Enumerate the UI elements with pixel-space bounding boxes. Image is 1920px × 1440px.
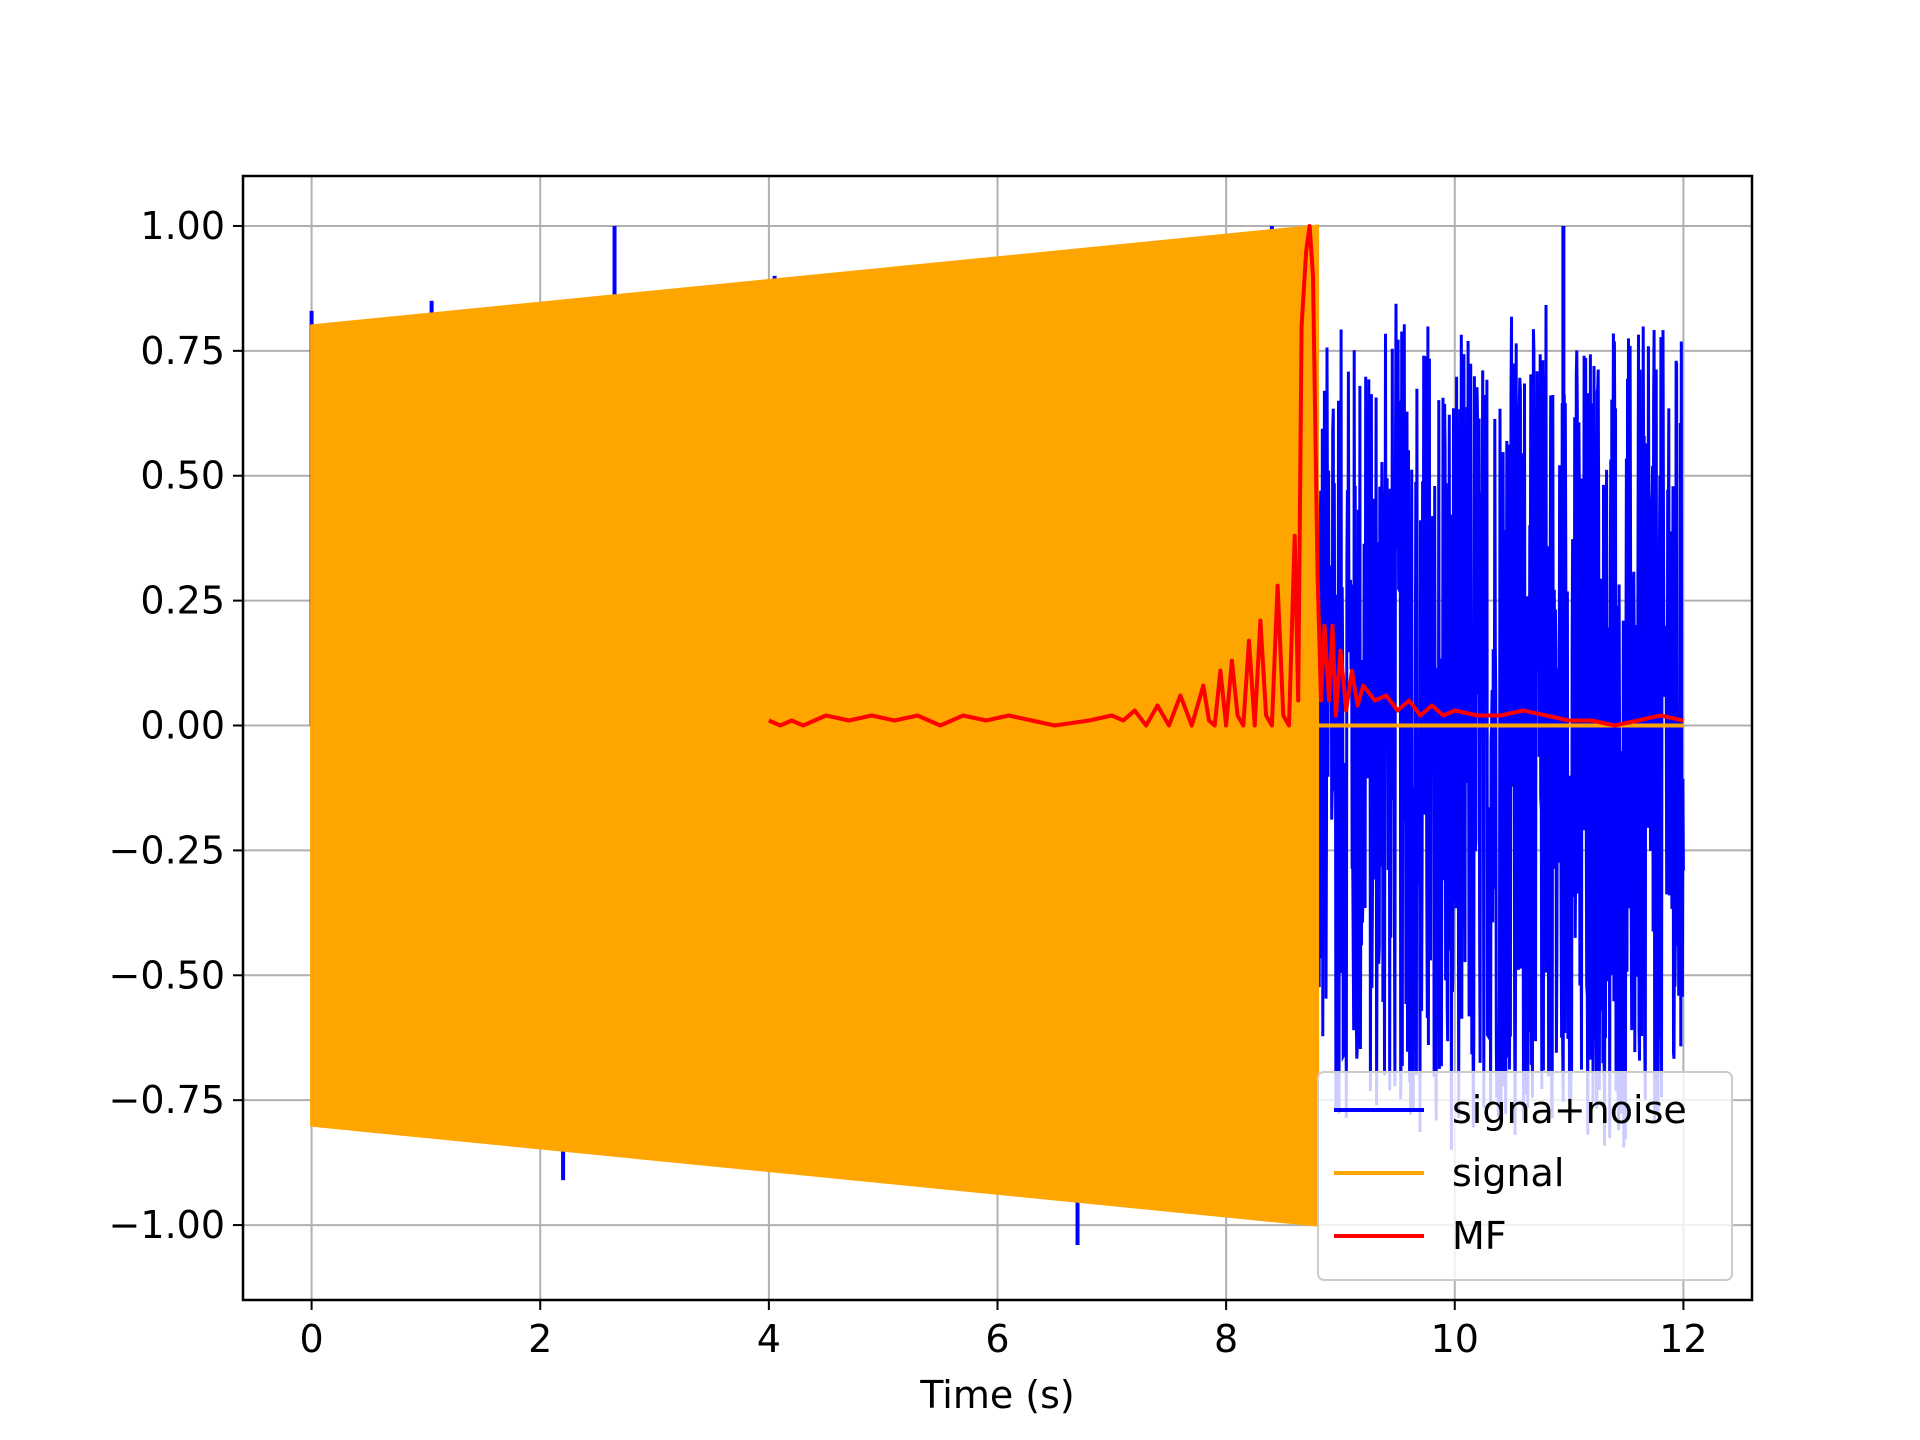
legend-label: signa+noise: [1452, 1088, 1687, 1132]
series-signal-envelope: [310, 224, 1320, 1227]
y-tick-label: 0.50: [140, 454, 225, 498]
x-tick-label: 2: [528, 1317, 552, 1361]
legend-label: MF: [1452, 1214, 1507, 1258]
y-tick-label: −1.00: [109, 1203, 225, 1247]
series-layer: [309, 224, 1685, 1246]
y-tick-label: 0.75: [140, 329, 225, 373]
series-mf: [768, 224, 1684, 728]
y-tick-label: −0.50: [109, 953, 225, 997]
ticks: 0 2 4 6 8 10 12 1.00 0.75 0.50 0.25 0.00 −0.25 −0.50 −…: [109, 204, 1708, 1361]
x-tick-label: 10: [1431, 1317, 1479, 1361]
y-tick-label: 1.00: [140, 204, 225, 248]
x-tick-label: 8: [1214, 1317, 1238, 1361]
x-tick-label: 6: [985, 1317, 1009, 1361]
series-signal-noise: [1316, 303, 1685, 1150]
x-tick-label: 12: [1659, 1317, 1707, 1361]
x-tick-label: 0: [299, 1317, 323, 1361]
x-axis-label: Time (s): [919, 1373, 1075, 1417]
y-tick-label: −0.25: [109, 828, 225, 872]
x-tick-label: 4: [757, 1317, 781, 1361]
legend-box: [1317, 1071, 1733, 1281]
y-tick-label: 0.25: [140, 579, 225, 623]
y-tick-label: 0.00: [140, 704, 225, 748]
legend: signa+noise signal MF: [1317, 1071, 1733, 1281]
legend-label: signal: [1452, 1151, 1564, 1195]
y-tick-label: −0.75: [109, 1078, 225, 1122]
